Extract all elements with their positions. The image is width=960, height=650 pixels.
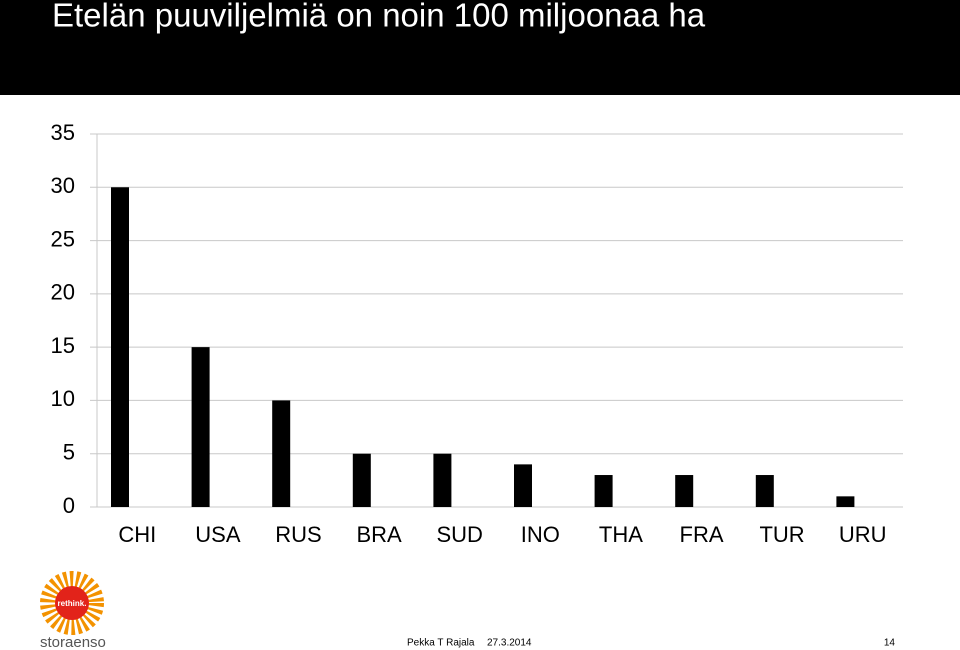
y-tick-label: 20 — [51, 280, 75, 305]
logo-center — [55, 586, 89, 620]
bar — [433, 453, 452, 507]
x-tick-label: URU — [839, 522, 887, 547]
bar — [352, 453, 371, 507]
bar — [755, 475, 774, 507]
bar — [111, 187, 129, 508]
x-tick-label: FRA — [680, 522, 724, 547]
y-tick-label: 30 — [51, 173, 75, 198]
x-tick-label: INO — [521, 522, 560, 547]
bar — [191, 347, 210, 507]
bar — [675, 475, 694, 507]
y-tick-label: 0 — [63, 493, 75, 518]
y-tick-label: 10 — [51, 386, 75, 411]
y-tick-label: 25 — [51, 226, 75, 251]
x-tick-label: BRA — [356, 522, 402, 547]
bar — [272, 400, 291, 507]
chart-title: Etelän puuviljelmiä on noin 100 miljoona… — [52, 0, 706, 34]
bar — [836, 496, 855, 507]
logo: rethink. storaenso — [40, 571, 106, 650]
logo-brand: storaenso — [40, 634, 106, 650]
x-tick-label: CHI — [118, 522, 156, 547]
x-tick-label: USA — [195, 522, 241, 547]
y-tick-label: 5 — [63, 440, 75, 465]
x-tick-label: RUS — [275, 522, 321, 547]
x-tick-label: TUR — [759, 522, 804, 547]
logo-rays — [40, 571, 104, 635]
header-bar — [0, 0, 960, 95]
footer-author: Pekka T Rajala — [407, 638, 475, 649]
y-tick-label: 15 — [51, 333, 75, 358]
logo-badge: rethink. — [58, 599, 87, 608]
bar — [594, 475, 613, 507]
x-tick-label: SUD — [436, 522, 482, 547]
y-tick-label: 35 — [51, 120, 75, 145]
footer-page: 14 — [884, 638, 896, 649]
x-tick-label: THA — [599, 522, 643, 547]
bar — [514, 464, 532, 507]
footer-date: 27.3.2014 — [487, 638, 532, 649]
